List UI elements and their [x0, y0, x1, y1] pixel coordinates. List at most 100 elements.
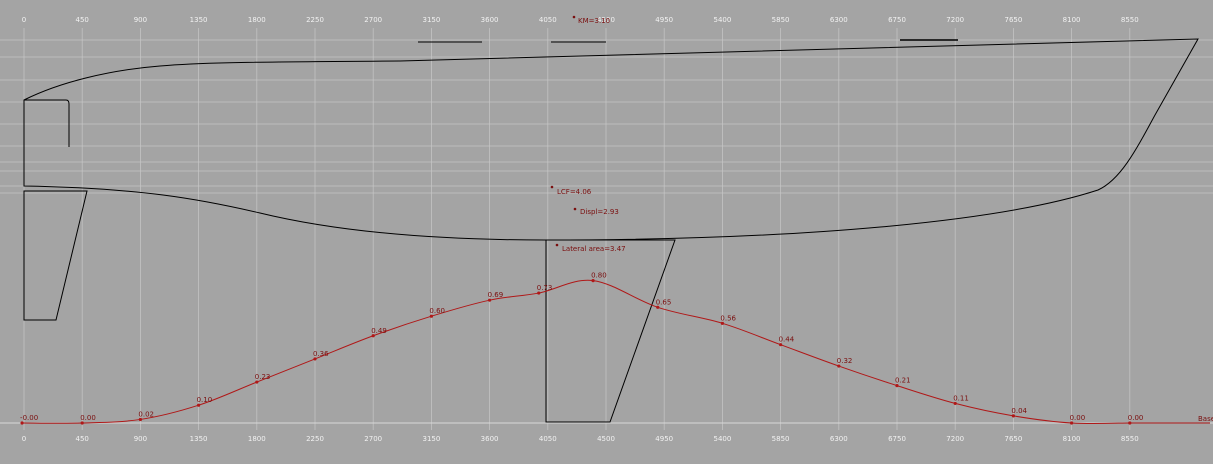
top-tick-label: 8100 [1063, 16, 1081, 24]
curve-point [779, 343, 783, 347]
top-tick-label: 6750 [888, 16, 906, 24]
curve-point [837, 364, 841, 368]
curve-point [1070, 421, 1074, 425]
bottom-tick-label: 4950 [655, 435, 673, 443]
curve-point [1011, 414, 1016, 418]
curve-point-label: 0.00 [1070, 414, 1086, 422]
hydrostatic-annotations: KM=3.10 LCF=4.06 Displ=2.93 Lateral area… [550, 15, 626, 253]
bottom-tick-label: 5850 [772, 435, 790, 443]
bottom-tick-label: 4500 [597, 435, 615, 443]
top-tick-label: 5850 [772, 16, 790, 24]
curve-point-label: 0.44 [779, 336, 795, 344]
curve-point [371, 334, 375, 338]
horizontal-grid [0, 39, 1213, 194]
curve-point [656, 305, 660, 309]
top-tick-label: 4500 [597, 16, 615, 24]
curve-point-label: 0.00 [1128, 414, 1144, 422]
curve-point-label: 0.04 [1011, 407, 1027, 415]
bottom-tick-label: 3150 [422, 435, 440, 443]
bottom-tick-label: 4050 [539, 435, 557, 443]
bottom-tick-label: 7650 [1004, 435, 1022, 443]
hull-profile [23, 38, 1199, 423]
lateral-area-marker [555, 243, 559, 247]
bottom-tick-label: 6300 [830, 435, 848, 443]
top-tick-label: 8550 [1121, 16, 1139, 24]
curve-point [1128, 421, 1132, 425]
bottom-tick-label: 8550 [1121, 435, 1139, 443]
curve-point [895, 384, 899, 388]
sheer-line [23, 38, 1199, 241]
top-tick-label: 1800 [248, 16, 266, 24]
curve-point [537, 291, 541, 295]
top-tick-label: 3600 [481, 16, 499, 24]
top-tick-label: 5400 [713, 16, 731, 24]
km-marker [572, 15, 576, 19]
top-tick-label: 4950 [655, 16, 673, 24]
curve-point-label: 0.69 [488, 291, 504, 299]
curve-point-label: 0.11 [953, 394, 969, 402]
bottom-tick-label: 7200 [946, 435, 964, 443]
curve-point-label: 0.00 [80, 414, 96, 422]
bottom-tick-label: 1800 [248, 435, 266, 443]
bottom-tick-label: 3600 [481, 435, 499, 443]
curve-point-label: -0.00 [20, 414, 38, 422]
top-axis-ticks: 0 450 900 1350 1800 2250 2700 3150 3600 4050 4500 4… [22, 16, 1139, 24]
rudder [23, 190, 88, 321]
curve-point-label: 0.36 [313, 350, 329, 358]
top-tick-label: 7650 [1004, 16, 1022, 24]
bottom-tick-label: 0 [22, 435, 26, 443]
bottom-tick-label: 2700 [364, 435, 382, 443]
curve-point-label: 0.32 [837, 357, 853, 365]
curve-point [80, 421, 84, 425]
bottom-tick-label: 5400 [713, 435, 731, 443]
curve-point-label: 0.10 [197, 396, 213, 404]
curve-point [720, 321, 725, 325]
curve-point-label: 0.21 [895, 377, 911, 385]
top-tick-label: 0 [22, 16, 26, 24]
top-tick-label: 900 [134, 16, 147, 24]
curve-point [255, 380, 259, 384]
top-tick-label: 2250 [306, 16, 324, 24]
curve-point-label: 0.73 [537, 284, 553, 292]
curve-point-label: 0.80 [591, 272, 607, 280]
lcf-label: LCF=4.06 [557, 188, 592, 196]
vertical-grid [23, 28, 1131, 430]
curve-point [591, 279, 595, 283]
bottom-axis-ticks: 0 450 900 1350 1800 2250 2700 3150 3600 4050 4500 4… [22, 435, 1139, 443]
top-tick-label: 6300 [830, 16, 848, 24]
curve-point [429, 314, 433, 318]
transom-box [24, 99, 70, 147]
top-tick-label: 2700 [364, 16, 382, 24]
km-label: KM=3.10 [578, 17, 610, 25]
bottom-tick-label: 8100 [1063, 435, 1081, 443]
curve-point [953, 401, 957, 406]
curve-point [138, 417, 142, 422]
bottom-tick-label: 2250 [306, 435, 324, 443]
curve-point [197, 403, 201, 407]
bottom-tick-label: 6750 [888, 435, 906, 443]
displ-label: Displ=2.93 [580, 208, 619, 216]
bottom-tick-label: 450 [76, 435, 89, 443]
curve-point-label: 0.65 [656, 298, 672, 306]
bottom-tick-label: 1350 [190, 435, 208, 443]
top-tick-label: 450 [76, 16, 89, 24]
top-tick-label: 7200 [946, 16, 964, 24]
baseline-label: Base [1198, 415, 1213, 423]
curve-point [313, 357, 317, 361]
curve-point-label: 0.23 [255, 373, 271, 381]
lcf-marker [550, 185, 554, 189]
area-curve-points: -0.00 0.00 0.02 0.10 0.23 0.36 0.49 0.60 0.69 0.7… [20, 272, 1143, 425]
top-tick-label: 4050 [539, 16, 557, 24]
curve-point [488, 298, 492, 302]
curve-point-label: 0.02 [138, 410, 154, 418]
bottom-tick-label: 900 [134, 435, 147, 443]
curve-point [20, 421, 24, 425]
curve-point-label: 0.56 [720, 314, 736, 322]
top-tick-label: 1350 [190, 16, 208, 24]
curve-point-label: 0.60 [429, 307, 445, 315]
displ-marker [573, 207, 577, 211]
keel [545, 239, 676, 423]
curve-point-label: 0.49 [371, 327, 387, 335]
